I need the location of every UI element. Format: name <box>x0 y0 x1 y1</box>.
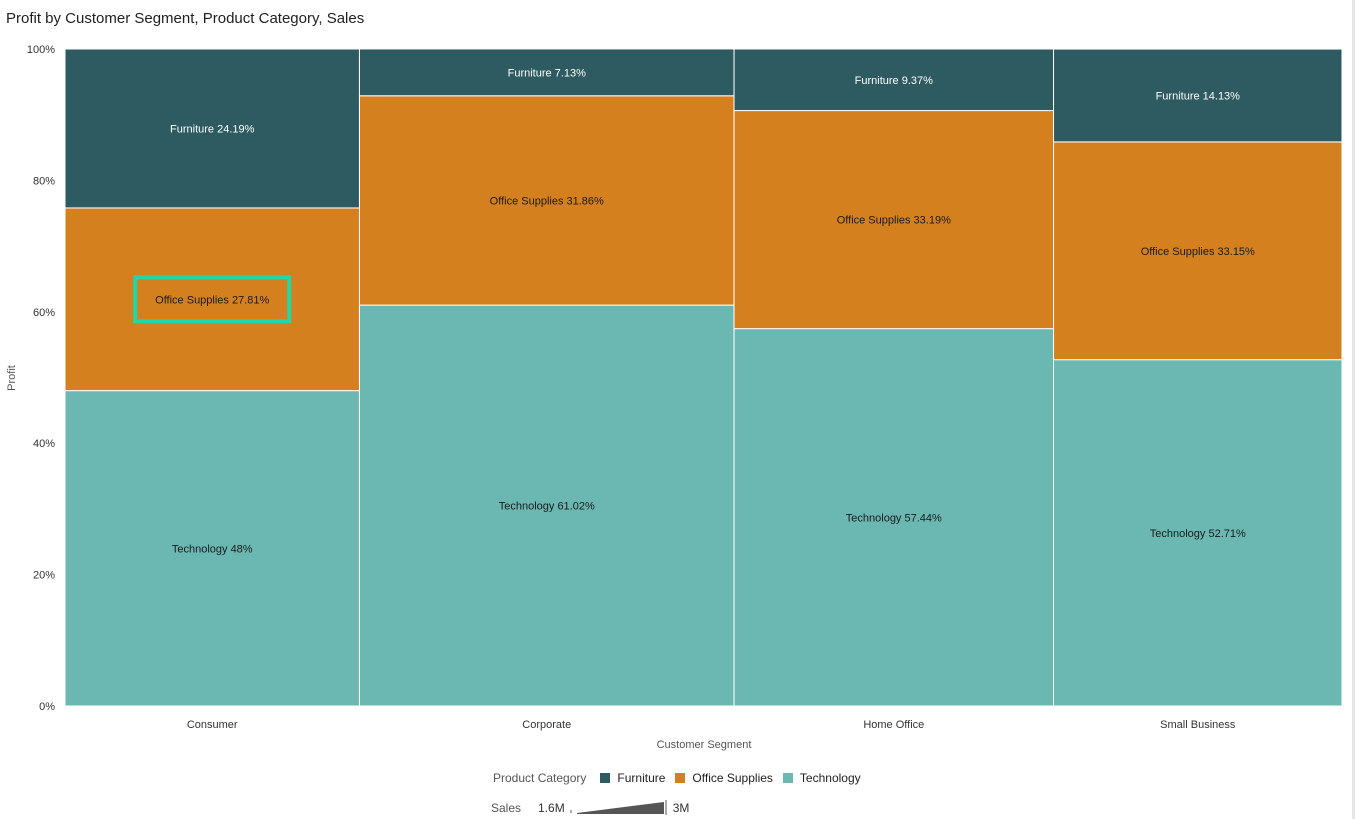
color-legend: Product Category Furniture Office Suppli… <box>493 771 871 785</box>
chart-tiles[interactable]: Technology 48% Office Supplies 27.81% Furn… <box>64 48 1343 707</box>
tile-corporate-technology[interactable] <box>358 304 735 707</box>
tile-home-office-furniture[interactable] <box>733 48 1055 112</box>
data-label: Furniture 9.37% <box>855 75 933 87</box>
size-legend-heading: Sales <box>491 801 522 815</box>
tile-small-business-technology[interactable] <box>1053 359 1343 707</box>
data-label: Technology 61.02% <box>499 501 595 513</box>
size-wedge-icon <box>570 800 667 815</box>
chart-title: Profit by Customer Segment, Product Cate… <box>6 10 365 27</box>
x-axis: Consumer Corporate Home Office Small Busine… <box>187 719 1236 731</box>
tile-small-business-office-supplies[interactable] <box>1053 141 1343 361</box>
x-tick-label: Small Business <box>1160 719 1236 731</box>
legend-label-office-supplies: Office Supplies <box>692 771 773 785</box>
legend-swatch-technology <box>782 773 793 783</box>
legend-item-office-supplies[interactable]: Office Supplies <box>675 771 773 785</box>
y-tick-label: 60% <box>33 307 55 319</box>
size-legend-min: 1.6M <box>538 801 565 815</box>
legend-label-technology: Technology <box>799 771 861 785</box>
y-tick-label: 80% <box>33 175 55 187</box>
legend-heading: Product Category <box>493 771 587 785</box>
size-legend-max: 3M <box>672 801 690 815</box>
y-axis: 0% 20% 40% 60% 80% 100% <box>27 44 55 713</box>
x-tick-label: Consumer <box>187 719 238 731</box>
tile-consumer-furniture[interactable] <box>64 48 360 209</box>
data-label: Technology 57.44% <box>846 512 942 524</box>
legend-swatch-furniture <box>600 773 611 783</box>
data-label: Office Supplies 33.19% <box>837 215 951 227</box>
legend-item-furniture[interactable]: Furniture <box>600 771 665 785</box>
selection-highlight <box>133 275 292 324</box>
y-tick-label: 0% <box>39 701 55 713</box>
tile-home-office-office-supplies[interactable] <box>733 110 1055 330</box>
data-label: Office Supplies 31.86% <box>490 195 604 207</box>
tile-corporate-furniture[interactable] <box>358 48 735 97</box>
y-axis-title: Profit <box>6 365 18 391</box>
data-label: Technology 48% <box>172 543 253 555</box>
data-label: Office Supplies 33.15% <box>1141 246 1255 258</box>
tile-small-business-furniture[interactable] <box>1053 48 1343 143</box>
data-label: Furniture 24.19% <box>170 123 255 135</box>
legend-swatch-office-supplies <box>675 773 686 783</box>
y-tick-label: 40% <box>33 438 55 450</box>
size-legend: Sales 1.6M 3M <box>491 800 689 816</box>
x-tick-label: Home Office <box>863 719 924 731</box>
data-label: Furniture 14.13% <box>1156 90 1241 102</box>
tile-home-office-technology[interactable] <box>733 328 1055 707</box>
legend-label-furniture: Furniture <box>617 771 666 785</box>
tile-consumer-office-supplies[interactable] <box>64 207 360 392</box>
data-label: Furniture 7.13% <box>508 67 586 79</box>
x-tick-label: Corporate <box>522 719 571 731</box>
tile-corporate-office-supplies[interactable] <box>358 95 735 306</box>
data-label: Office Supplies 27.81% <box>155 294 269 306</box>
scrollbar-edge <box>1352 0 1355 819</box>
y-tick-label: 100% <box>27 44 55 56</box>
y-tick-label: 20% <box>33 570 55 582</box>
data-label: Technology 52.71% <box>1150 528 1246 540</box>
legend-item-technology[interactable]: Technology <box>782 771 861 785</box>
x-axis-title: Customer Segment <box>657 739 752 751</box>
